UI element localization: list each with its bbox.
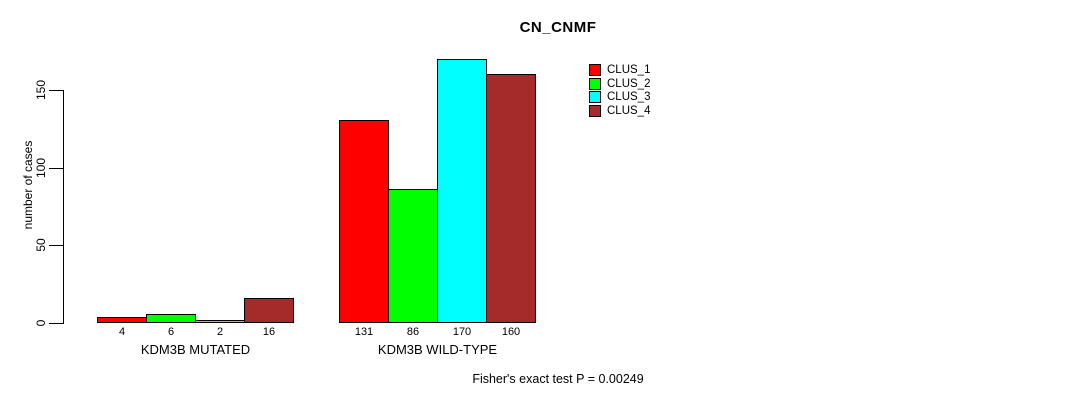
bar-value-label: 86 [406, 326, 420, 338]
legend-label: CLUS_2 [607, 77, 651, 90]
bar-value-label: 170 [452, 326, 472, 338]
legend-item: CLUS_1 [589, 64, 650, 76]
y-axis-tick [49, 90, 63, 91]
bar [486, 74, 536, 323]
category-label: KDM3B WILD-TYPE [377, 342, 498, 357]
bar-value-label: 160 [501, 326, 521, 338]
y-axis-tick-label: 50 [34, 238, 48, 252]
bar [146, 314, 196, 323]
legend: CLUS_1 CLUS_2 CLUS_3 CLUS_4 [589, 64, 650, 118]
bar-value-label: 6 [167, 326, 175, 338]
y-axis-label: number of cases [21, 140, 35, 230]
legend-label: CLUS_1 [607, 64, 651, 76]
legend-swatch [589, 77, 601, 90]
bar-value-label: 131 [354, 326, 374, 338]
chart-title: CN_CNMF [519, 19, 597, 36]
legend-swatch [589, 91, 601, 103]
legend-swatch [589, 64, 601, 76]
y-axis-tick [49, 168, 63, 169]
y-axis-tick-label: 100 [34, 157, 48, 179]
y-axis-tick-label: 0 [34, 319, 48, 327]
bar [437, 59, 487, 323]
legend-label: CLUS_4 [607, 104, 651, 117]
legend-label: CLUS_3 [607, 91, 651, 103]
legend-item: CLUS_4 [589, 104, 651, 117]
bar [97, 317, 147, 323]
legend-swatch [589, 104, 601, 117]
y-axis-line [63, 90, 64, 324]
bar-value-label: 4 [118, 326, 126, 338]
legend-item: CLUS_2 [589, 77, 651, 90]
bar-value-label: 2 [216, 326, 224, 338]
y-axis-tick-label: 150 [34, 79, 48, 101]
bar [339, 120, 389, 323]
bar [244, 298, 294, 323]
bar-value-label: 16 [262, 326, 276, 338]
stats-footer: Fisher's exact test P = 0.00249 [472, 372, 644, 386]
y-axis-tick [49, 323, 63, 324]
category-label: KDM3B MUTATED [140, 342, 251, 357]
bar [195, 320, 245, 323]
legend-item: CLUS_3 [589, 91, 650, 103]
y-axis-tick [49, 245, 63, 246]
bar [388, 189, 438, 323]
